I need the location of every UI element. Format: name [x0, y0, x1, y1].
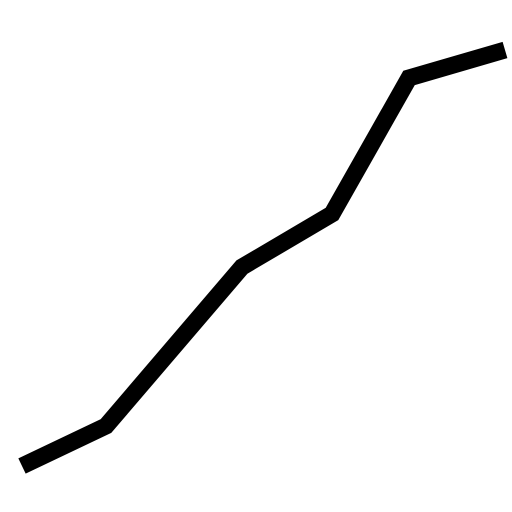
line-series [18, 41, 508, 474]
